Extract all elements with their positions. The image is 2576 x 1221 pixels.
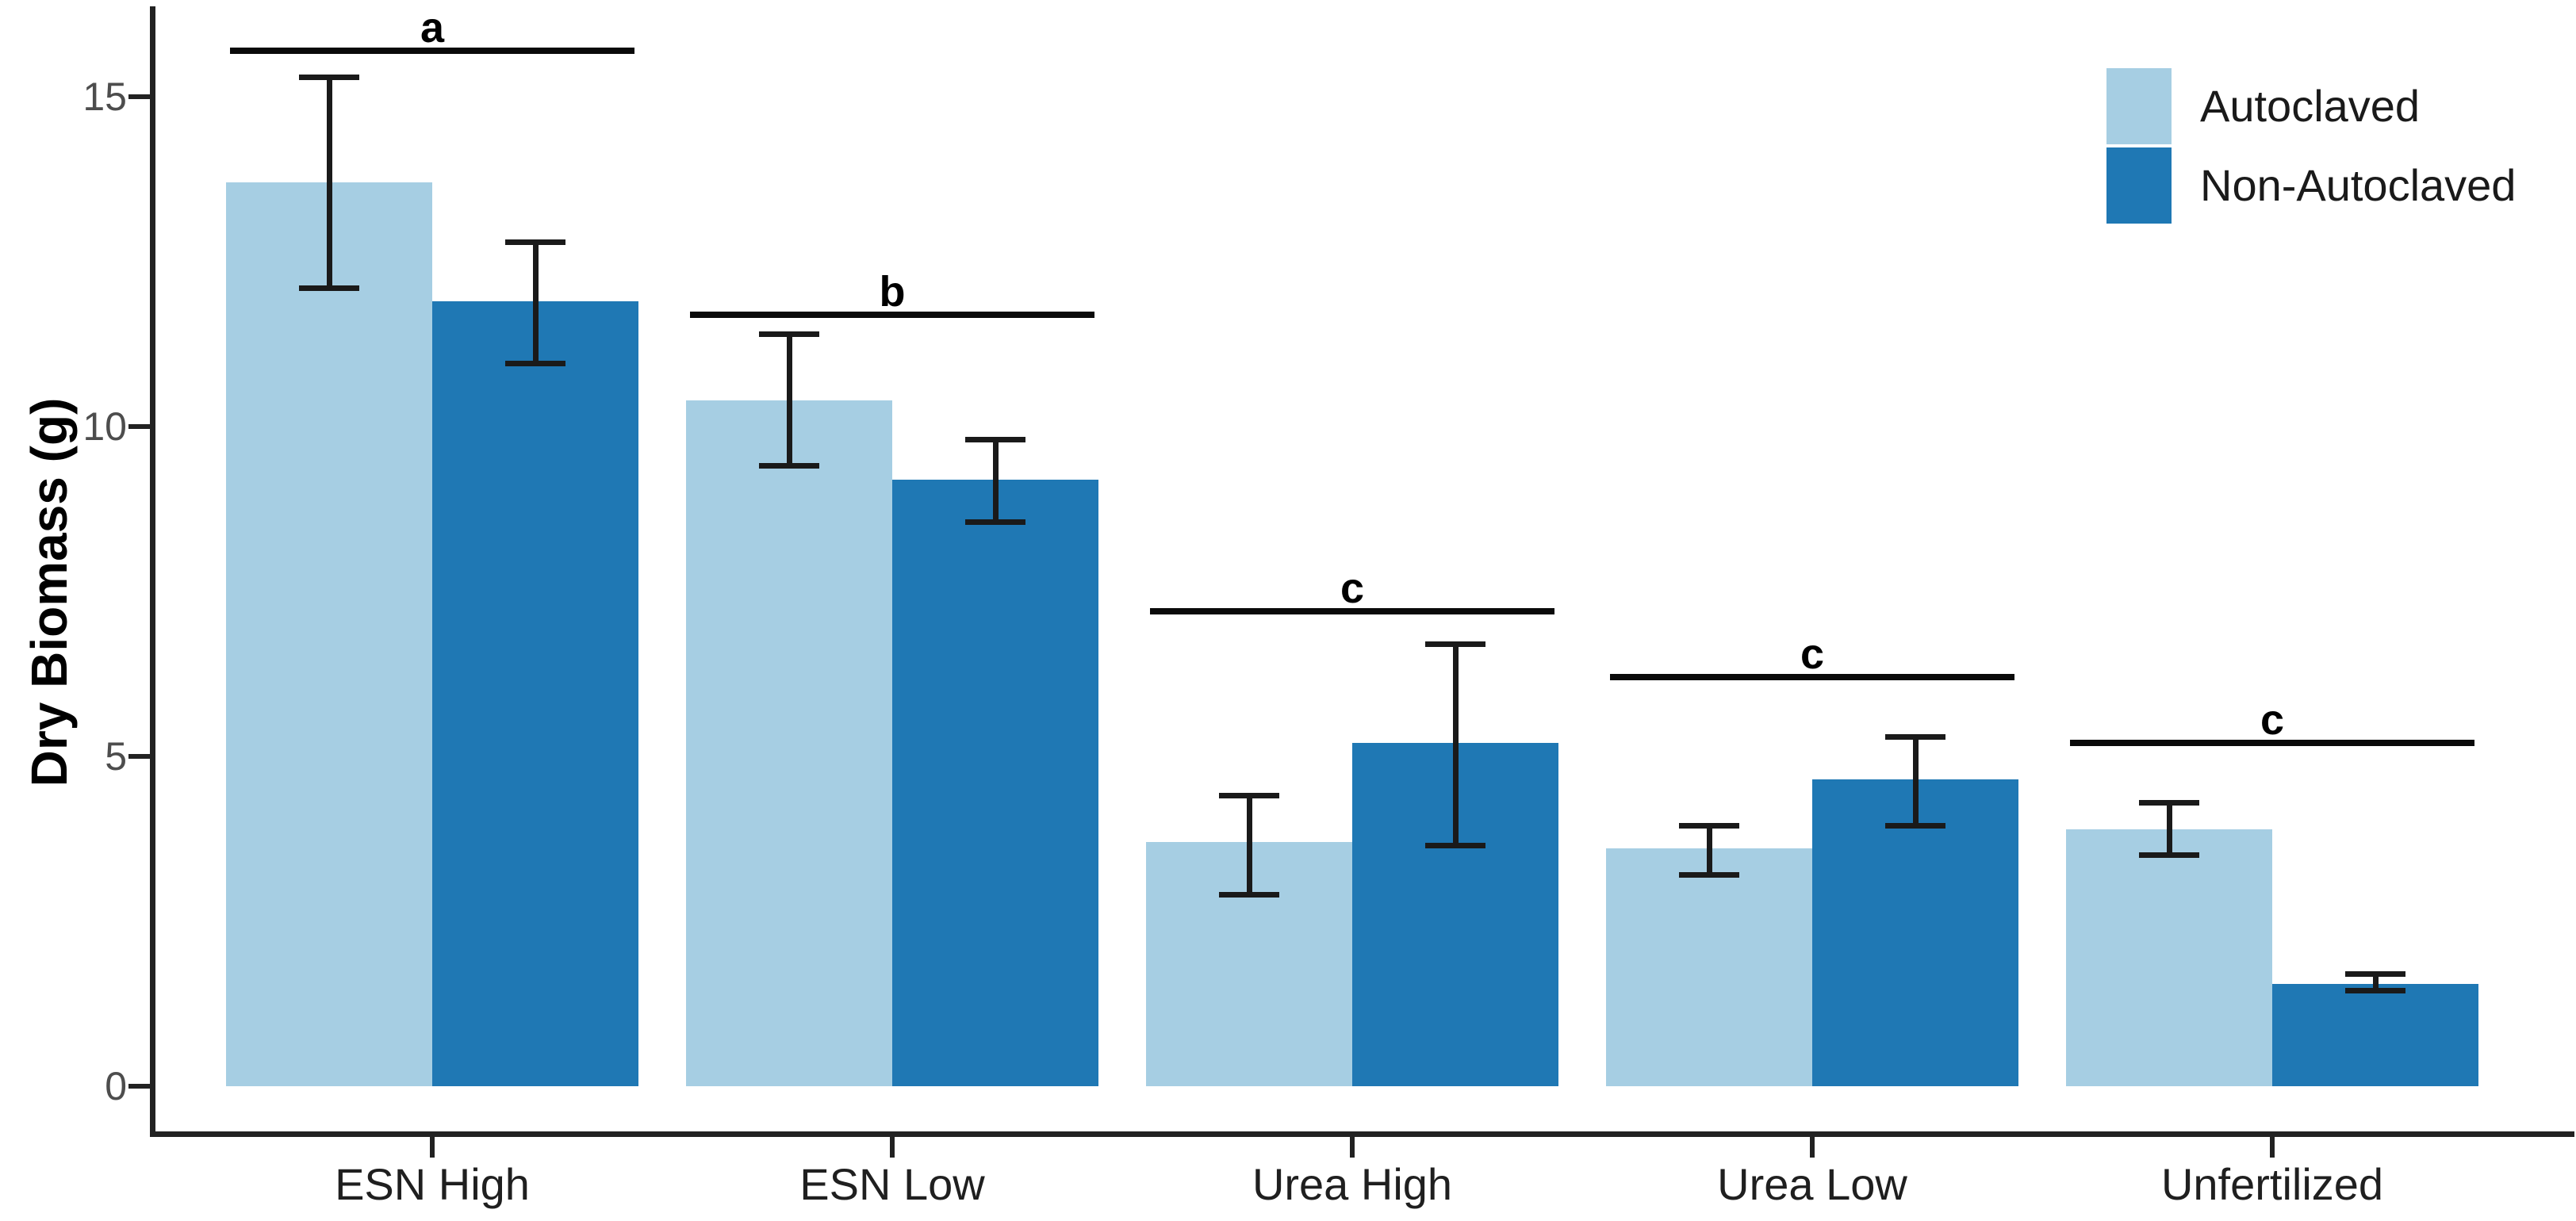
error-bar-cap-low-autoclaved-esn-low (759, 463, 819, 469)
error-bar-cap-low-autoclaved-urea-low (1679, 872, 1739, 878)
legend-item-non-autoclaved: Non-Autoclaved (2106, 147, 2516, 224)
x-tick-mark (2270, 1136, 2275, 1158)
y-tick-label: 10 (82, 404, 127, 449)
legend-label-non-autoclaved: Non-Autoclaved (2200, 160, 2517, 210)
bar-autoclaved-unfertilized (2066, 829, 2272, 1086)
legend-swatch-non-autoclaved (2106, 147, 2172, 224)
error-bar-cap-high-non-autoclaved-esn-low (965, 437, 1025, 443)
error-bar-line-non-autoclaved-esn-low (992, 439, 999, 522)
significance-letter-urea-low: c (1800, 630, 1825, 679)
significance-letter-esn-high: a (420, 3, 445, 52)
error-bar-cap-high-autoclaved-esn-high (299, 74, 359, 80)
legend: Autoclaved Non-Autoclaved (2106, 68, 2516, 224)
significance-line-unfertilized (2070, 740, 2474, 747)
bar-autoclaved-urea-low (1606, 848, 1812, 1086)
error-bar-cap-low-non-autoclaved-urea-high (1425, 842, 1485, 848)
y-tick-mark (128, 754, 150, 759)
error-bar-cap-low-autoclaved-unfertilized (2139, 852, 2199, 859)
x-tick-mark (1350, 1136, 1355, 1158)
x-axis-label-esn-high: ESN High (335, 1159, 530, 1209)
bar-non-autoclaved-urea-low (1812, 779, 2018, 1086)
legend-item-autoclaved: Autoclaved (2106, 68, 2516, 144)
x-tick-mark (890, 1136, 895, 1158)
significance-line-urea-high (1150, 607, 1554, 614)
y-axis-line (150, 6, 155, 1136)
error-bar-line-non-autoclaved-urea-low (1912, 737, 1919, 826)
y-tick-mark (128, 94, 150, 99)
significance-letter-urea-high: c (1340, 564, 1365, 612)
y-axis-title: Dry Biomass (g) (21, 397, 78, 787)
error-bar-line-autoclaved-unfertilized (2166, 802, 2172, 855)
y-tick-label: 15 (82, 75, 127, 119)
x-tick-mark (1810, 1136, 1815, 1158)
x-axis-label-urea-high: Urea High (1252, 1159, 1453, 1209)
error-bar-cap-low-non-autoclaved-unfertilized (2345, 987, 2405, 993)
error-bar-cap-low-autoclaved-esn-high (299, 285, 359, 291)
error-bar-cap-high-non-autoclaved-urea-high (1425, 641, 1485, 648)
error-bar-line-non-autoclaved-unfertilized (2372, 974, 2379, 991)
error-bar-cap-high-non-autoclaved-urea-low (1885, 733, 1945, 740)
error-bar-cap-low-non-autoclaved-urea-low (1885, 822, 1945, 829)
error-bar-cap-low-non-autoclaved-esn-low (965, 519, 1025, 526)
significance-line-esn-high (230, 47, 634, 54)
bar-non-autoclaved-esn-low (892, 479, 1098, 1086)
y-tick-mark (128, 424, 150, 429)
x-axis-line (150, 1131, 2574, 1137)
error-bar-cap-low-non-autoclaved-esn-high (505, 361, 565, 367)
error-bar-cap-high-autoclaved-esn-low (759, 331, 819, 338)
error-bar-cap-high-non-autoclaved-esn-high (505, 239, 565, 245)
significance-line-esn-low (690, 311, 1094, 318)
error-bar-cap-high-autoclaved-urea-low (1679, 822, 1739, 829)
error-bar-line-autoclaved-urea-high (1246, 795, 1252, 895)
y-tick-label: 0 (105, 1064, 127, 1108)
x-axis-label-unfertilized: Unfertilized (2160, 1159, 2384, 1209)
error-bar-cap-high-non-autoclaved-unfertilized (2345, 971, 2405, 978)
error-bar-cap-high-autoclaved-unfertilized (2139, 799, 2199, 806)
error-bar-cap-high-autoclaved-urea-high (1219, 793, 1279, 799)
x-tick-mark (430, 1136, 435, 1158)
error-bar-line-non-autoclaved-urea-high (1452, 644, 1459, 846)
bar-non-autoclaved-unfertilized (2272, 984, 2478, 1086)
bar-non-autoclaved-esn-high (432, 300, 638, 1086)
error-bar-line-autoclaved-urea-low (1706, 825, 1712, 875)
significance-letter-esn-low: b (879, 267, 906, 316)
error-bar-line-autoclaved-esn-low (786, 334, 792, 466)
error-bar-line-non-autoclaved-esn-high (532, 242, 539, 364)
significance-line-urea-low (1610, 674, 2014, 681)
legend-swatch-autoclaved (2106, 68, 2172, 144)
bar-autoclaved-esn-high (226, 182, 432, 1086)
legend-label-autoclaved: Autoclaved (2200, 81, 2421, 131)
significance-letter-unfertilized: c (2260, 696, 2285, 744)
bar-autoclaved-esn-low (686, 400, 892, 1086)
error-bar-line-autoclaved-esn-high (326, 77, 332, 289)
error-bar-cap-low-autoclaved-urea-high (1219, 892, 1279, 898)
y-tick-label: 5 (105, 734, 127, 779)
x-axis-label-esn-low: ESN Low (799, 1159, 985, 1209)
y-tick-mark (128, 1084, 150, 1089)
x-axis-label-urea-low: Urea Low (1717, 1159, 1907, 1209)
